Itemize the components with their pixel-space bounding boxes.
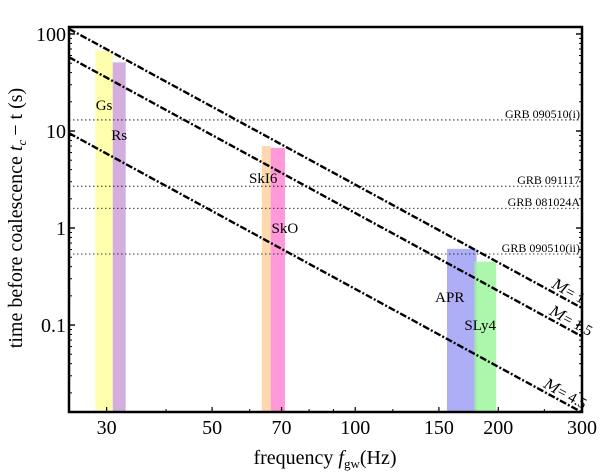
y-tick-label: 0.1 bbox=[41, 315, 66, 337]
x-tick-label: 30 bbox=[97, 417, 117, 439]
band-label-apr: APR bbox=[435, 290, 464, 306]
band-label-sly4: SLy4 bbox=[464, 318, 496, 334]
grb-label: GRB 090510(ii) bbox=[502, 241, 580, 255]
y-tick-label: 10 bbox=[46, 121, 66, 143]
x-tick-label: 150 bbox=[424, 417, 454, 439]
x-tick-label: 50 bbox=[202, 417, 222, 439]
band-label-gs: Gs bbox=[96, 98, 113, 114]
band-label-rs: Rs bbox=[111, 128, 127, 144]
band-ski6 bbox=[261, 146, 271, 413]
grb-label: GRB 090510(i) bbox=[505, 107, 580, 121]
band-label-sko: SkO bbox=[272, 221, 299, 237]
y-axis-title: time before coalescence tc− t (s) bbox=[5, 88, 29, 348]
grb-label: GRB 081024A bbox=[508, 195, 581, 209]
band-label-ski6: SkI6 bbox=[249, 171, 278, 187]
band-sly4 bbox=[474, 261, 497, 412]
chirp-line-m4_5 bbox=[68, 132, 582, 414]
band-gs bbox=[95, 50, 113, 412]
chirp-lines-layer: M= 1M= 1.5M= 4.5 bbox=[68, 27, 596, 414]
y-axis-ticks: 100 10 1 0.1 bbox=[36, 24, 582, 394]
x-tick-label: 70 bbox=[272, 417, 292, 439]
grb-label: GRB 091117 bbox=[517, 173, 580, 187]
y-tick-label: 100 bbox=[36, 24, 66, 46]
x-axis-ticks: 30 50 70 100 150 200 300 bbox=[97, 407, 597, 439]
grb-lines-layer: GRB 090510(i) GRB 091117 GRB 081024A GRB 09… bbox=[69, 107, 582, 255]
plot-frame bbox=[67, 25, 584, 414]
band-sko bbox=[270, 147, 286, 412]
x-tick-label: 300 bbox=[567, 417, 597, 439]
chirp-line-m1_5 bbox=[68, 56, 583, 338]
bands-layer bbox=[95, 50, 497, 413]
band-rs bbox=[112, 62, 126, 412]
chirp-label-m1_5: M= 1.5 bbox=[546, 301, 596, 339]
x-axis-title: frequency fgw(Hz) bbox=[253, 447, 396, 471]
chirp-line-m1 bbox=[68, 27, 583, 310]
x-tick-label: 200 bbox=[483, 417, 513, 439]
x-tick-label: 100 bbox=[340, 417, 370, 439]
y-tick-label: 1 bbox=[56, 218, 66, 240]
